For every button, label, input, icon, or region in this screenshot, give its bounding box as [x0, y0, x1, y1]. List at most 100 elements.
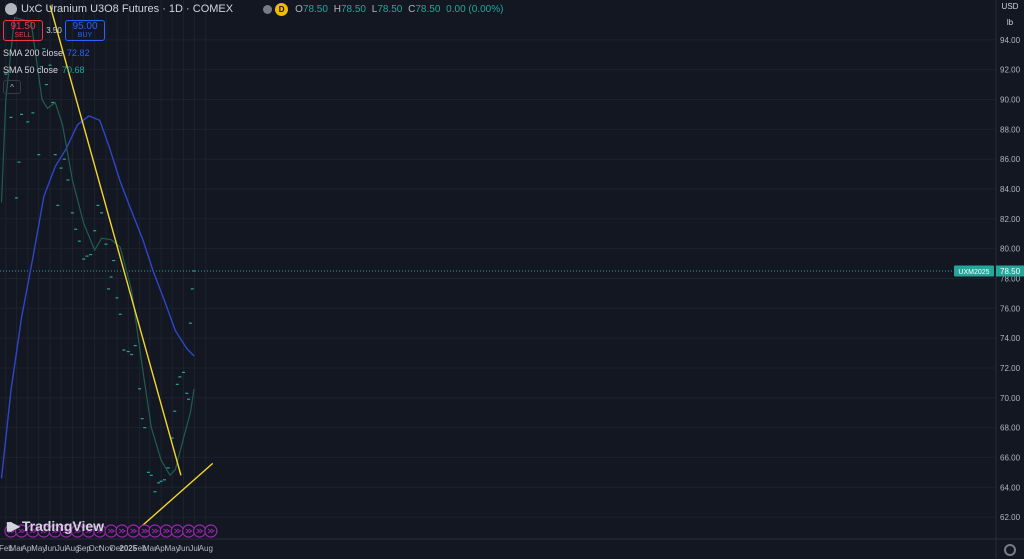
y-tick-label: 64.00 — [1000, 483, 1021, 492]
arrow-glyph — [85, 528, 93, 534]
ohlc-readout: O78.50 H78.50 L78.50 C78.50 0.00 (0.00%) — [295, 4, 506, 15]
ohlc-high-key: H — [333, 3, 341, 15]
y-tick-label: 74.00 — [1000, 334, 1021, 343]
ohlc-high-value: 78.50 — [340, 3, 366, 15]
x-tick-label: Apr — [155, 544, 168, 553]
sma50-line — [0, 16, 195, 477]
arrow-glyph — [18, 528, 26, 534]
spread-value: 3.50 — [46, 26, 62, 35]
x-tick-label: Oct — [88, 544, 101, 553]
x-tick-label: Jul — [189, 544, 199, 553]
tradingview-logo[interactable]: ▮▶ TradingView — [6, 518, 104, 534]
buy-price: 95.00 — [72, 20, 98, 32]
ohlc-low-key: L — [371, 3, 378, 15]
y-tick-label: 80.00 — [1000, 245, 1021, 254]
trade-panel: 91.50 SELL 3.50 95.00 BUY — [3, 20, 105, 41]
sma200-line — [0, 115, 195, 479]
sell-button[interactable]: 91.50 SELL — [3, 20, 43, 41]
y-tick-label: 66.00 — [1000, 453, 1021, 462]
x-tick-label: Mar — [143, 544, 157, 553]
x-tick-label: Jun — [44, 544, 57, 553]
arrow-glyph — [107, 528, 116, 534]
arrow-glyph — [51, 528, 60, 534]
x-tick-label: Aug — [65, 544, 79, 553]
x-tick-label: Sep — [77, 544, 92, 553]
indicator-sma200-value: 72.82 — [67, 48, 90, 58]
sell-price: 91.50 — [10, 20, 36, 32]
arrow-glyph — [40, 528, 48, 534]
y-tick-label: 68.00 — [1000, 424, 1021, 433]
buy-label: BUY — [77, 31, 93, 39]
tradingview-logo-icon: ▮▶ — [6, 519, 20, 533]
x-tick-label: Nov — [99, 544, 113, 553]
collapse-legend-button[interactable]: ^ — [3, 80, 21, 94]
arrow-glyph — [130, 528, 138, 534]
indicator-sma50[interactable]: SMA 50 close 70.68 — [3, 65, 85, 75]
arrow-glyph — [141, 528, 149, 534]
ohlc-close-value: 78.50 — [415, 3, 441, 15]
y-tick-label: 92.00 — [1000, 66, 1021, 75]
y-tick-label: 76.00 — [1000, 304, 1021, 313]
ohlc-close-key: C — [408, 3, 416, 15]
ohlc-open-value: 78.50 — [302, 3, 328, 15]
arrow-glyph — [163, 528, 171, 534]
arrow-glyph — [207, 528, 215, 534]
delayed-badge[interactable]: D — [275, 2, 289, 16]
indicator-sma200-label: SMA 200 close — [3, 48, 64, 58]
x-tick-label: Jul — [56, 544, 66, 553]
x-tick-label: Feb — [0, 544, 13, 553]
y-tick-label: 86.00 — [1000, 155, 1021, 164]
y-tick-label: 72.00 — [1000, 364, 1021, 373]
y-tick-label: 82.00 — [1000, 215, 1021, 224]
x-tick-label: Apr — [22, 544, 35, 553]
y-tick-label: 94.00 — [1000, 36, 1021, 45]
y-tick-label: 88.00 — [1000, 125, 1021, 134]
sell-label: SELL — [14, 31, 32, 39]
uranium-symbol-icon — [5, 3, 17, 15]
arrow-glyph — [173, 528, 182, 534]
last-price-label-bg — [996, 265, 1024, 277]
ohlc-open-key: O — [295, 3, 303, 15]
x-tick-label: 2025 — [119, 544, 137, 553]
x-tick-label: May — [165, 544, 180, 553]
descending-trendline — [49, 5, 182, 476]
arrow-glyph — [196, 528, 204, 534]
x-tick-label: May — [31, 544, 46, 553]
gear-icon[interactable] — [1004, 544, 1016, 556]
symbol-label-bg — [954, 265, 994, 277]
x-tick-label: Mar — [10, 544, 24, 553]
arrow-glyph — [29, 528, 37, 534]
last-price-label: 78.50 — [1000, 267, 1021, 276]
arrow-glyph — [7, 528, 15, 534]
x-tick-label: Aug — [199, 544, 213, 553]
y-tick-label: 84.00 — [1000, 185, 1021, 194]
arrow-glyph — [62, 528, 71, 534]
currency-selector[interactable]: USD — [1001, 2, 1019, 11]
arrow-glyph — [151, 528, 159, 534]
y-tick-label: 90.00 — [1000, 95, 1021, 104]
arrow-glyph — [185, 528, 193, 534]
arrow-glyph — [118, 528, 126, 534]
y-tick-label: 62.00 — [1000, 513, 1021, 522]
x-tick-label: Feb — [133, 544, 147, 553]
ascending-trendline — [132, 462, 214, 535]
ohlc-change: 0.00 (0.00%) — [446, 3, 504, 15]
y-tick-label: 70.00 — [1000, 394, 1021, 403]
chart-header: UxC Uranium U3O8 Futures · 1D · COMEX D … — [0, 0, 506, 18]
indicator-sma200[interactable]: SMA 200 close 72.82 — [3, 48, 90, 58]
arrow-glyph — [96, 528, 104, 534]
x-tick-label: Dec — [110, 544, 124, 553]
ohlc-low-value: 78.50 — [377, 3, 403, 15]
x-tick-label: Jun — [177, 544, 190, 553]
y-tick-label: 78.00 — [1000, 274, 1021, 283]
chart-title[interactable]: UxC Uranium U3O8 Futures · 1D · COMEX — [21, 3, 234, 15]
arrow-glyph — [74, 528, 82, 534]
unit-selector[interactable]: lb — [1006, 18, 1014, 27]
eye-icon[interactable] — [263, 4, 273, 14]
indicator-sma50-label: SMA 50 close — [3, 65, 59, 75]
indicator-sma50-value: 70.68 — [62, 65, 85, 75]
logo-text: TradingView — [21, 518, 105, 534]
buy-button[interactable]: 95.00 BUY — [65, 20, 105, 41]
symbol-label: UXM2025 — [958, 269, 989, 276]
